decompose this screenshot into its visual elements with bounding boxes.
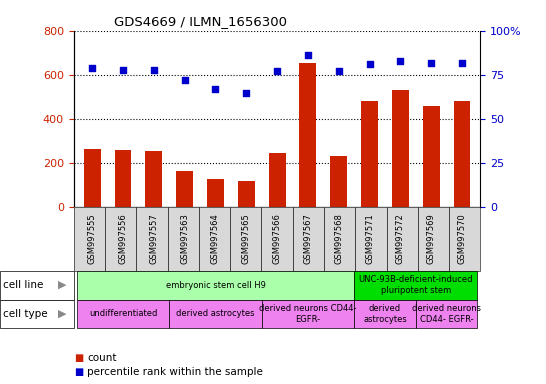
Text: GSM997569: GSM997569: [426, 214, 436, 265]
Bar: [454, 101, 471, 207]
Text: ▶: ▶: [58, 309, 67, 319]
Text: count: count: [87, 353, 117, 363]
Point: [88, 65, 97, 71]
Text: ▶: ▶: [58, 280, 67, 290]
Text: derived neurons
CD44- EGFR-: derived neurons CD44- EGFR-: [412, 304, 481, 324]
Bar: [115, 151, 132, 207]
Bar: [423, 106, 440, 207]
Text: embryonic stem cell H9: embryonic stem cell H9: [165, 281, 265, 290]
Bar: [330, 156, 347, 207]
Text: GSM997570: GSM997570: [458, 214, 466, 265]
Point: [211, 86, 220, 92]
Point: [427, 60, 436, 66]
Bar: [207, 179, 224, 207]
Text: GSM997564: GSM997564: [211, 214, 220, 265]
Text: GSM997572: GSM997572: [396, 214, 405, 265]
Text: derived
astrocytes: derived astrocytes: [363, 304, 407, 324]
Text: derived neurons CD44-
EGFR-: derived neurons CD44- EGFR-: [259, 304, 357, 324]
Text: GSM997571: GSM997571: [365, 214, 374, 265]
Text: UNC-93B-deficient-induced
pluripotent stem: UNC-93B-deficient-induced pluripotent st…: [359, 275, 473, 295]
Point: [180, 77, 189, 83]
Point: [365, 61, 374, 67]
Bar: [176, 171, 193, 207]
Text: GSM997555: GSM997555: [88, 214, 97, 264]
Text: GSM997557: GSM997557: [150, 214, 158, 265]
Point: [242, 89, 251, 96]
Text: GDS4669 / ILMN_1656300: GDS4669 / ILMN_1656300: [115, 15, 287, 28]
Text: GSM997567: GSM997567: [304, 214, 312, 265]
Text: undifferentiated: undifferentiated: [89, 310, 157, 318]
Text: ■: ■: [74, 367, 83, 377]
Text: percentile rank within the sample: percentile rank within the sample: [87, 367, 263, 377]
Point: [150, 66, 158, 73]
Point: [396, 58, 405, 64]
Point: [334, 68, 343, 74]
Text: ■: ■: [74, 353, 83, 363]
Bar: [299, 63, 316, 207]
Text: GSM997563: GSM997563: [180, 214, 189, 265]
Bar: [84, 149, 100, 207]
Bar: [238, 181, 255, 207]
Point: [118, 66, 127, 73]
Text: cell type: cell type: [3, 309, 48, 319]
Bar: [269, 152, 286, 207]
Point: [458, 60, 466, 66]
Text: GSM997556: GSM997556: [118, 214, 128, 265]
Text: GSM997566: GSM997566: [272, 214, 282, 265]
Text: GSM997568: GSM997568: [334, 214, 343, 265]
Text: GSM997565: GSM997565: [242, 214, 251, 265]
Bar: [361, 101, 378, 207]
Point: [304, 52, 312, 58]
Text: derived astrocytes: derived astrocytes: [176, 310, 255, 318]
Point: [273, 68, 282, 74]
Bar: [392, 90, 409, 207]
Text: cell line: cell line: [3, 280, 43, 290]
Bar: [145, 151, 162, 207]
